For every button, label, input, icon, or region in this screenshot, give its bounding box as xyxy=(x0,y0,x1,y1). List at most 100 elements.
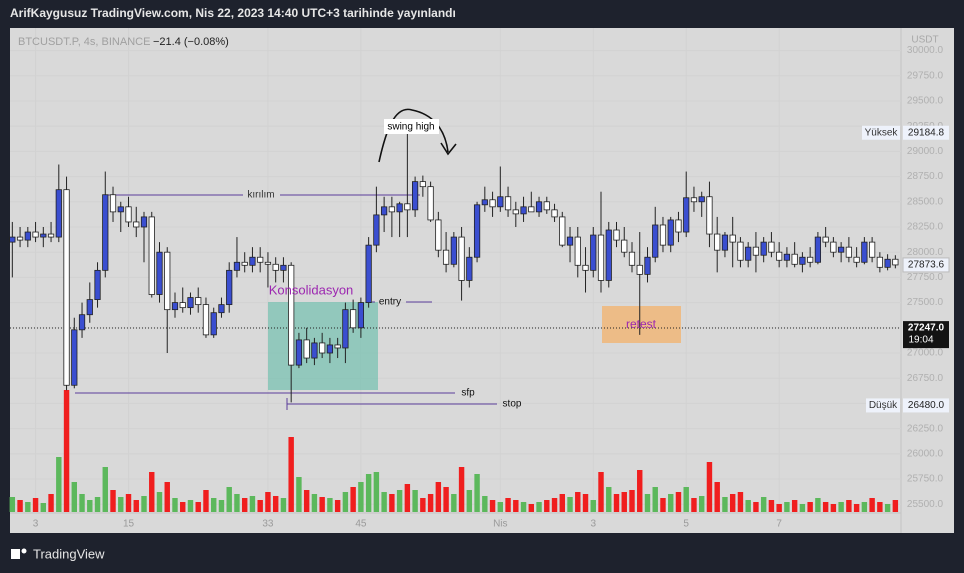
candle-body xyxy=(295,339,303,366)
y-tick-label: 26250.0 xyxy=(907,423,944,434)
volume-bar xyxy=(776,504,782,512)
volume-bar xyxy=(815,498,821,512)
volume-bar xyxy=(141,496,147,512)
candle-body xyxy=(241,261,248,266)
last-price-box xyxy=(902,257,950,273)
candle-body xyxy=(357,302,364,329)
candle-body xyxy=(280,264,287,271)
candle-body xyxy=(40,233,47,238)
candle-body xyxy=(838,246,845,253)
volume-bar xyxy=(474,474,480,512)
x-tick-label: 3 xyxy=(33,519,39,530)
volume-bar xyxy=(683,487,689,512)
volume-bar xyxy=(396,490,403,512)
volume-bar xyxy=(846,500,852,512)
candle-body xyxy=(613,229,620,241)
candle-body xyxy=(373,214,380,246)
candle-body xyxy=(652,224,659,258)
candle-body xyxy=(675,219,682,233)
candle-body xyxy=(807,256,814,263)
candle-body xyxy=(249,256,256,266)
candle-body xyxy=(590,234,597,271)
volume-bar xyxy=(164,482,170,512)
volume-bar xyxy=(606,487,612,512)
x-tick-label: 33 xyxy=(262,519,274,530)
candle-body xyxy=(102,194,109,271)
volume-bar xyxy=(9,497,16,512)
candle-body xyxy=(411,181,419,211)
candle-body xyxy=(16,236,24,241)
candle-body xyxy=(272,263,279,271)
volume-bar xyxy=(25,502,31,512)
candle-body xyxy=(71,329,78,386)
candle-body xyxy=(171,302,179,311)
y-tick-label: 27750.0 xyxy=(907,272,944,283)
candle-body xyxy=(799,256,806,265)
volume-bar xyxy=(17,500,23,512)
volume-bar xyxy=(582,494,589,512)
volume-bar xyxy=(698,496,705,512)
candle-body xyxy=(535,201,543,213)
volume-bar xyxy=(187,500,194,512)
candles xyxy=(9,130,899,403)
candle-body xyxy=(47,233,55,238)
candle-body xyxy=(442,249,450,265)
volume-bar xyxy=(799,504,806,512)
candle-body xyxy=(303,339,310,359)
volume-bar xyxy=(575,492,581,512)
currency: USDT xyxy=(911,35,938,46)
volume-bar xyxy=(257,500,263,512)
y-tick-label: 25750.0 xyxy=(907,474,944,485)
y-tick-label: 26000.0 xyxy=(907,448,944,459)
volume-bar xyxy=(660,498,666,512)
volume-bar xyxy=(544,500,550,512)
volume-bar xyxy=(249,496,256,512)
candle-body xyxy=(404,203,411,211)
volume-bar xyxy=(745,500,751,512)
candle-body xyxy=(226,269,233,306)
candle-body xyxy=(156,251,163,295)
candle-body xyxy=(721,234,729,251)
x-tick-label: 15 xyxy=(123,519,135,530)
volume-bar xyxy=(226,487,232,512)
candle-body xyxy=(350,309,357,329)
volume-bar xyxy=(567,497,573,512)
x-tick-label: Nis xyxy=(493,519,507,530)
candle-body xyxy=(628,251,636,266)
last-price: 27873.6 xyxy=(908,260,945,271)
y-tick-label: 29750.0 xyxy=(907,70,944,81)
candle-body xyxy=(396,203,403,213)
volume-bar xyxy=(714,482,720,512)
candle-body xyxy=(257,256,264,263)
label-box xyxy=(384,119,439,134)
price-axis: 25500.025750.026000.026250.026500.026750… xyxy=(33,45,950,530)
x-tick-label: 7 xyxy=(776,519,782,530)
volume-bar xyxy=(559,494,565,512)
volume-bar xyxy=(722,497,728,512)
volume-bar xyxy=(149,472,155,512)
volume-bar xyxy=(272,496,279,512)
volume-bar xyxy=(668,494,674,512)
label-box xyxy=(862,125,900,140)
volume-bar xyxy=(551,498,558,512)
candle-body xyxy=(218,304,225,314)
volume-bar xyxy=(466,490,473,512)
y-tick-label: 30000.0 xyxy=(907,45,944,56)
candle-body xyxy=(644,256,651,275)
volume-bar xyxy=(288,437,294,512)
volume-bar xyxy=(613,494,620,512)
candle-body xyxy=(659,224,667,246)
candle-body xyxy=(543,201,550,211)
volume-bar xyxy=(389,494,395,512)
candle-body xyxy=(559,216,566,246)
logo-icon xyxy=(21,548,27,554)
volume-bar xyxy=(691,498,697,512)
volume-bar xyxy=(48,494,54,512)
y-tick-label: 28250.0 xyxy=(907,222,944,233)
candle-body xyxy=(892,258,899,266)
volume-bar xyxy=(435,482,442,512)
candle-body xyxy=(621,239,628,253)
volume-bar xyxy=(807,502,813,512)
